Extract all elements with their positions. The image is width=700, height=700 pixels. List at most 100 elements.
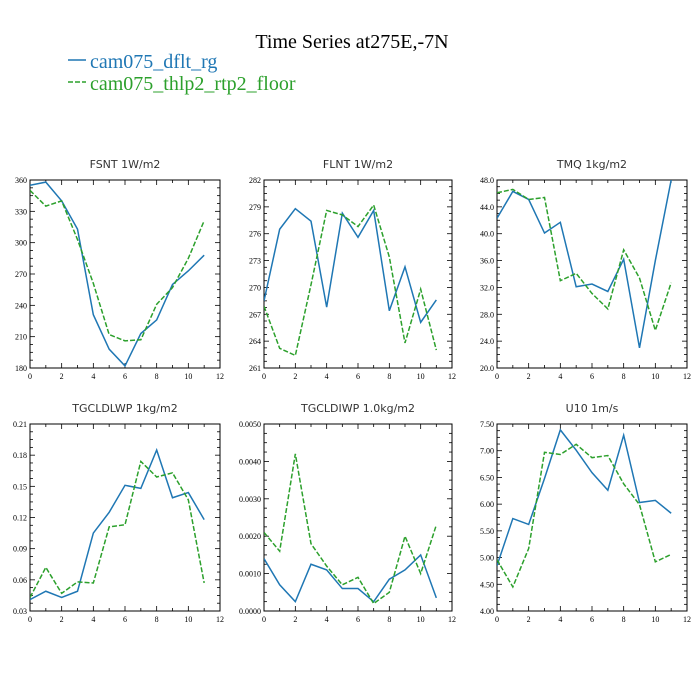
y-tick-label: 32.0 [480,283,494,292]
panel-0: FSNT 1W/m2 0 2 4 6 8 10 12 180 210 240 270 300 330 360 [15,158,224,381]
axis-frame [496,423,688,612]
y-tick-label: 0.09 [13,545,27,554]
y-tick-label: 330 [15,207,27,216]
x-tick-label: 0 [262,615,266,624]
figure-title: Time Series at275E,-7N [255,31,448,53]
y-tick-label: 261 [249,364,261,373]
y-tick-label: 6.00 [480,500,494,509]
y-tick-label: 0.12 [13,514,27,523]
y-tick-label: 267 [249,310,261,319]
y-tick-label: 6.50 [480,473,494,482]
y-tick-label: 180 [15,364,27,373]
y-tick-label: 0.0040 [239,457,261,466]
x-tick-label: 12 [683,615,691,624]
x-tick-label: 8 [155,372,159,381]
axis-frame [496,179,688,369]
x-tick-label: 4 [325,372,329,381]
x-tick-label: 6 [590,615,594,624]
y-tick-label: 5.50 [480,527,494,536]
series-line-0 [30,447,205,601]
x-tick-label: 0 [495,615,499,624]
panel-4: TGCLDIWP 1.0kg/m2 0 2 4 6 8 10 12 0.0000 0.0010 0.… [239,402,456,624]
y-tick-label: 240 [15,301,27,310]
x-tick-label: 0 [495,372,499,381]
x-tick-label: 12 [216,615,224,624]
panel-title: TGCLDIWP 1.0kg/m2 [300,402,415,415]
y-tick-label: 270 [249,283,261,292]
series-line-0 [264,553,438,604]
x-tick-label: 2 [527,615,531,624]
y-tick-label: 300 [15,239,27,248]
y-tick-label: 264 [249,337,261,346]
y-tick-label: 0.03 [13,607,27,616]
y-tick-label: 48.0 [480,176,494,185]
x-tick-label: 2 [527,372,531,381]
axis-frame [263,423,453,612]
series-line-1 [497,443,672,589]
y-tick-label: 270 [15,270,27,279]
x-tick-label: 8 [622,372,626,381]
y-tick-label: 0.0010 [239,570,261,579]
panel-1: FLNT 1W/m2 0 2 4 6 8 10 12 261 264 267 270 273 276 279… [249,158,456,381]
x-tick-label: 8 [622,615,626,624]
x-tick-label: 2 [60,615,64,624]
x-tick-label: 4 [325,615,329,624]
x-tick-label: 10 [651,372,659,381]
y-tick-label: 360 [15,176,27,185]
panels: FSNT 1W/m20 2 4 6 8 10 12180210240270300330360… [13,158,691,624]
y-tick-label: 4.00 [480,607,494,616]
y-tick-label: 0.18 [13,451,27,460]
y-tick-label: 24.0 [480,337,494,346]
x-tick-label: 10 [417,615,425,624]
y-tick-label: 0.0050 [239,420,261,429]
x-tick-label: 12 [448,372,456,381]
x-tick-label: 4 [558,372,562,381]
x-tick-label: 2 [60,372,64,381]
panel-title: FSNT 1W/m2 [90,158,161,171]
series-line-1 [264,203,438,357]
x-tick-label: 2 [293,372,297,381]
x-tick-label: 6 [590,372,594,381]
panel-2: TMQ 1kg/m2 0 2 4 6 8 10 12 20.0 24.0 28.0 32.0 36.0 4… [480,158,691,381]
x-tick-label: 4 [91,615,95,624]
x-tick-label: 0 [28,615,32,624]
x-tick-label: 6 [123,615,127,624]
y-tick-label: 276 [249,230,261,239]
panel-3: TGCLDLWP 1kg/m2 0 2 4 6 8 10 12 0.03 0.06 0.09 0.12… [13,402,224,624]
y-tick-label: 0.0020 [239,532,261,541]
x-tick-label: 6 [356,372,360,381]
y-tick-label: 0.06 [13,576,27,585]
y-tick-label: 0.21 [13,420,27,429]
x-tick-label: 8 [155,615,159,624]
x-tick-label: 6 [123,372,127,381]
series-line-1 [30,189,205,342]
y-tick-label: 28.0 [480,310,494,319]
x-tick-label: 4 [558,615,562,624]
x-tick-label: 4 [91,372,95,381]
y-tick-label: 4.50 [480,580,494,589]
series-line-1 [497,188,672,333]
x-tick-label: 10 [417,372,425,381]
panel-5: U10 1m/s 0 2 4 6 8 10 12 4.00 4.50 5.00 5.50 6.00 6.5… [480,402,691,624]
panel-title: FLNT 1W/m2 [323,158,393,171]
series-line-0 [497,180,672,348]
x-tick-label: 0 [262,372,266,381]
y-tick-label: 40.0 [480,230,494,239]
axis-frame [29,423,221,612]
y-tick-label: 273 [249,257,261,266]
series-line-0 [264,207,437,325]
x-tick-label: 8 [387,615,391,624]
y-tick-label: 36.0 [480,257,494,266]
y-tick-label: 210 [15,333,27,342]
x-tick-label: 10 [184,615,192,624]
x-tick-label: 12 [448,615,456,624]
x-tick-label: 10 [651,615,659,624]
legend-label-0: cam075_dflt_rg [90,51,217,73]
y-tick-label: 0.0030 [239,495,261,504]
x-tick-label: 6 [356,615,360,624]
y-tick-label: 7.00 [480,447,494,456]
panel-title: U10 1m/s [566,402,619,415]
y-tick-label: 44.0 [480,203,494,212]
y-tick-label: 0.15 [13,482,27,491]
